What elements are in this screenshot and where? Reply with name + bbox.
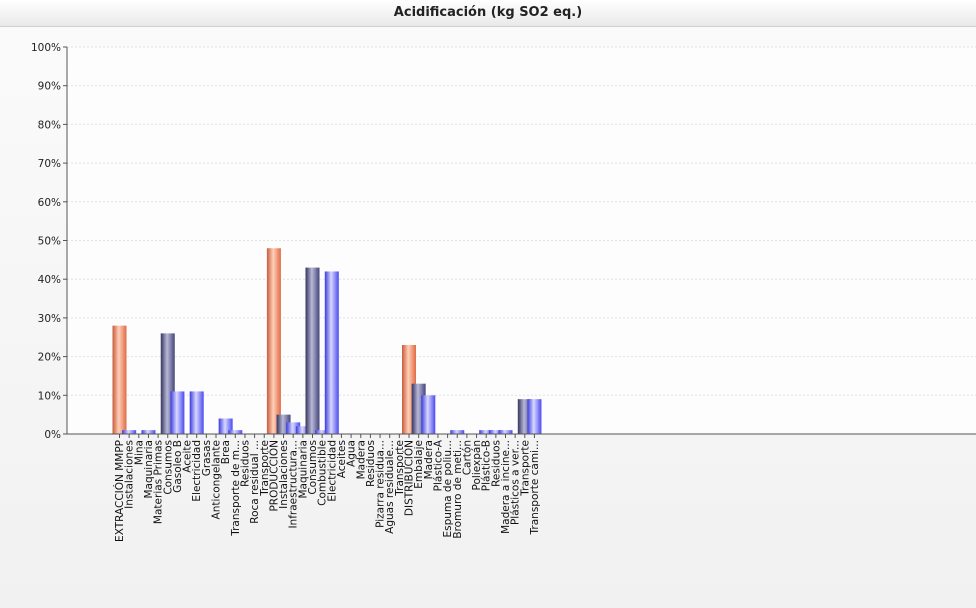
x-tick-label: Transporte — [259, 440, 271, 497]
bar — [189, 391, 204, 434]
x-tick-label: Transporte — [394, 440, 406, 497]
y-tick-label: 60% — [38, 197, 61, 209]
x-tick-label: Instalaciones — [124, 440, 136, 509]
x-tick-label: Gasoleo B — [172, 440, 184, 493]
bar — [295, 426, 310, 434]
axes — [63, 46, 976, 438]
bar — [170, 391, 185, 434]
x-tick-label: Agua — [346, 440, 358, 467]
x-tick-label: Maquinaria — [297, 440, 309, 499]
x-tick-label: Residuos — [365, 440, 377, 487]
bar — [315, 430, 330, 434]
chart-title: Acidificación (kg SO2 eq.) — [393, 5, 583, 20]
bar — [266, 248, 281, 434]
bar — [527, 399, 542, 434]
x-tick-label: Aceite — [182, 440, 194, 473]
bar — [498, 430, 513, 434]
x-tick-label: PRODUCCIÓN — [267, 440, 280, 512]
bar — [421, 395, 436, 434]
x-tick-label: Consumos — [307, 440, 319, 495]
x-tick-label: Instalaciones — [278, 440, 290, 509]
x-tick-label: EXTRACCIÓN MMPP — [113, 440, 126, 542]
x-tick-label: Electricidad — [191, 440, 203, 502]
x-tick-label: Espuma de poliu... — [442, 440, 454, 537]
x-tick-label: Bromuro de meti... — [452, 440, 464, 539]
x-tick-label: Madera a incine... — [500, 440, 512, 534]
x-tick-label: Grasas — [201, 440, 213, 476]
x-tick-label: Electricidad — [326, 440, 338, 502]
x-tick-label: Pizarra residua... — [375, 440, 387, 528]
bar — [488, 430, 503, 434]
x-tick-label: Transporte de m... — [230, 440, 242, 537]
bar — [122, 430, 137, 434]
bar — [112, 325, 127, 434]
x-tick-label: Madera — [423, 440, 435, 479]
y-tick-label: 90% — [38, 81, 61, 93]
x-tick-label: Mina — [133, 440, 145, 465]
y-tick-label: 20% — [38, 352, 61, 364]
bar — [450, 430, 465, 434]
y-tick-label: 80% — [38, 119, 61, 131]
y-tick-label: 10% — [38, 390, 61, 402]
x-tick-label: Residuos — [490, 440, 502, 487]
y-tick-label: 100% — [31, 42, 61, 54]
x-tick-label: Residuos — [239, 440, 251, 487]
x-tick-label: Anticongelante — [211, 440, 223, 519]
x-tick-label: Brea — [220, 440, 232, 464]
x-tick-label: Maquinaria — [143, 440, 155, 499]
x-tick-label: Plástico-A — [432, 439, 444, 491]
x-tick-label: Embalaje — [413, 440, 425, 489]
x-tick-label: Consumos — [162, 440, 174, 495]
x-tick-label: Transporte cami... — [529, 440, 541, 535]
x-tick-label: Cartón — [461, 440, 473, 475]
bar — [286, 422, 301, 434]
x-tick-label: Combustible — [317, 440, 329, 506]
y-tick-label: 70% — [38, 158, 61, 170]
bars — [112, 248, 542, 434]
bar — [141, 430, 156, 434]
y-tick-label: 50% — [38, 236, 61, 248]
x-tick-label: Aceites — [336, 440, 348, 478]
x-tick-label: Transporte — [519, 440, 531, 497]
grid-lines — [67, 46, 976, 396]
y-tick-label: 0% — [44, 429, 61, 441]
y-tick-label: 40% — [38, 274, 61, 286]
x-tick-label: DISTRIBUCIÓN — [403, 440, 416, 516]
bar — [305, 267, 320, 434]
y-tick-label: 30% — [38, 313, 61, 325]
x-tick-label: Plásticos a ver... — [510, 440, 522, 525]
x-tick-label: Plástico-B — [481, 440, 493, 491]
x-tick-label: Infraestructura... — [288, 440, 300, 529]
bar — [324, 271, 339, 434]
x-tick-label: Aguas residuale... — [384, 440, 396, 534]
x-tick-label: Madera — [355, 440, 367, 479]
title-bar: Acidificación (kg SO2 eq.) — [0, 0, 976, 27]
bar — [479, 430, 494, 434]
tick-labels: 0% 10% 20% 30% 40% 50% 60% 70% 80% 90% 100% EXTRACC… — [31, 42, 541, 542]
bar — [228, 430, 243, 434]
x-tick-label: Poliexpán — [471, 440, 483, 490]
x-tick-label: Roca residual ... — [249, 440, 261, 524]
x-tick-label: Materias Primas — [153, 440, 165, 524]
